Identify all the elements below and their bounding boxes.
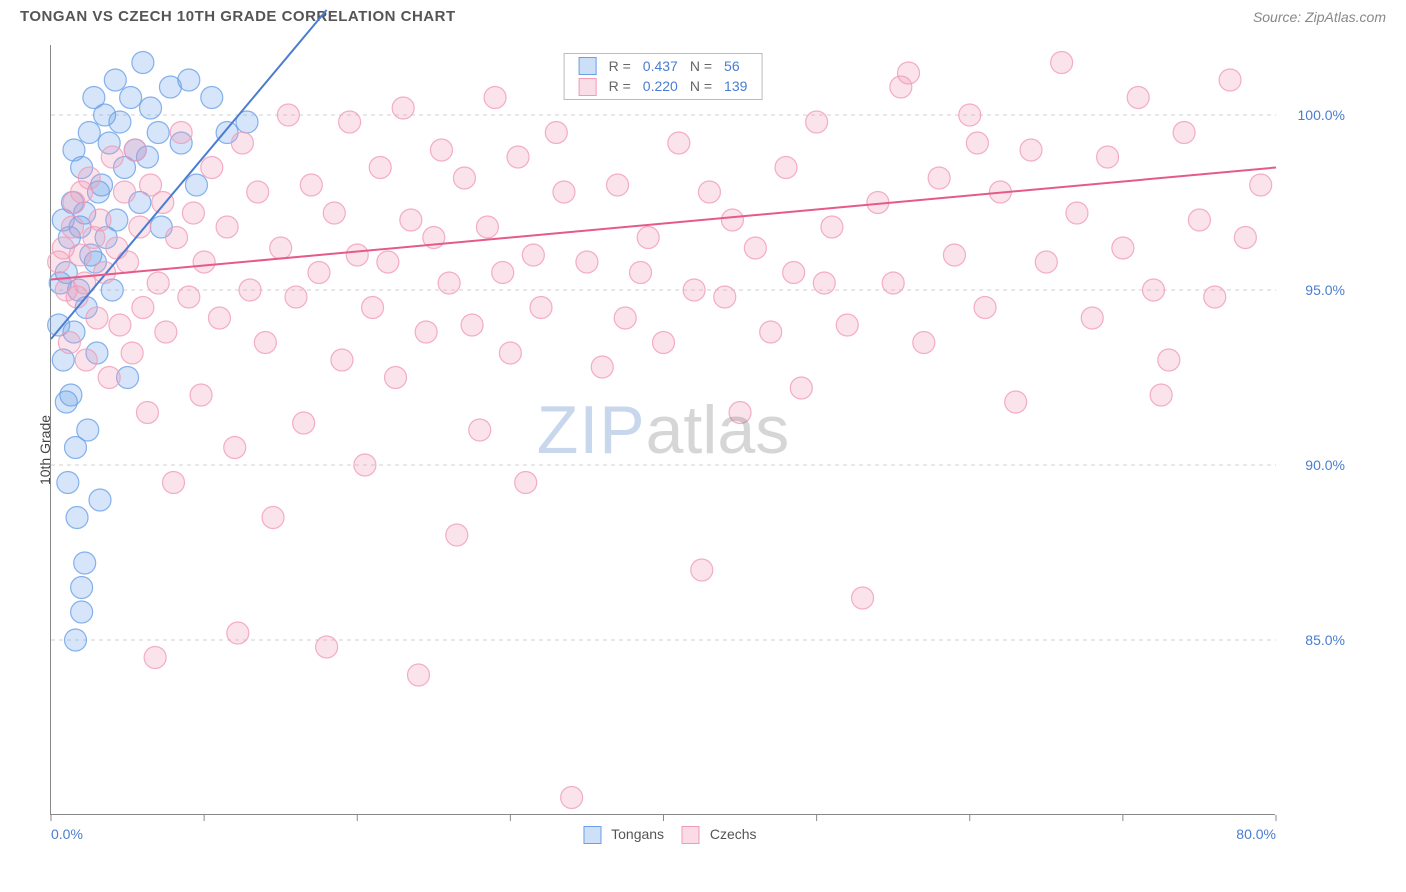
chart-header: TONGAN VS CZECH 10TH GRADE CORRELATION C…: [0, 0, 1406, 29]
legend-n-label: N =: [684, 76, 718, 96]
legend-tongans-label: Tongans: [611, 826, 664, 842]
swatch-tongans-icon: [579, 57, 597, 75]
legend-row-czechs: R = 0.220 N = 139: [573, 76, 754, 96]
plot-area: ZIPatlas R = 0.437 N = 56 R = 0.220 N = …: [50, 45, 1275, 815]
y-tick-label: 100.0%: [1298, 107, 1345, 123]
legend-r-label: R =: [603, 76, 637, 96]
legend-r-label: R =: [603, 56, 637, 76]
chart-title: TONGAN VS CZECH 10TH GRADE CORRELATION C…: [20, 8, 456, 25]
legend-czechs-r: 0.220: [637, 76, 684, 96]
legend-tongans-r: 0.437: [637, 56, 684, 76]
swatch-czechs-icon: [579, 78, 597, 96]
legend-czechs-n: 139: [718, 76, 753, 96]
y-tick-label: 90.0%: [1305, 457, 1345, 473]
legend-correlation: R = 0.437 N = 56 R = 0.220 N = 139: [564, 53, 763, 100]
legend-tongans-n: 56: [718, 56, 753, 76]
swatch-tongans-bottom-icon: [583, 826, 601, 844]
legend-row-tongans: R = 0.437 N = 56: [573, 56, 754, 76]
y-tick-label: 95.0%: [1305, 282, 1345, 298]
chart-source: Source: ZipAtlas.com: [1253, 9, 1386, 25]
x-tick-label: 80.0%: [1236, 826, 1276, 842]
y-tick-label: 85.0%: [1305, 632, 1345, 648]
legend-czechs-label: Czechs: [710, 826, 757, 842]
plot-svg: [51, 45, 1276, 815]
legend-series: Tongans Czechs: [569, 826, 756, 844]
x-tick-label: 0.0%: [51, 826, 83, 842]
swatch-czechs-bottom-icon: [682, 826, 700, 844]
legend-correlation-table: R = 0.437 N = 56 R = 0.220 N = 139: [573, 56, 754, 97]
chart-container: 10th Grade ZIPatlas R = 0.437 N = 56 R =…: [50, 45, 1385, 855]
legend-n-label: N =: [684, 56, 718, 76]
